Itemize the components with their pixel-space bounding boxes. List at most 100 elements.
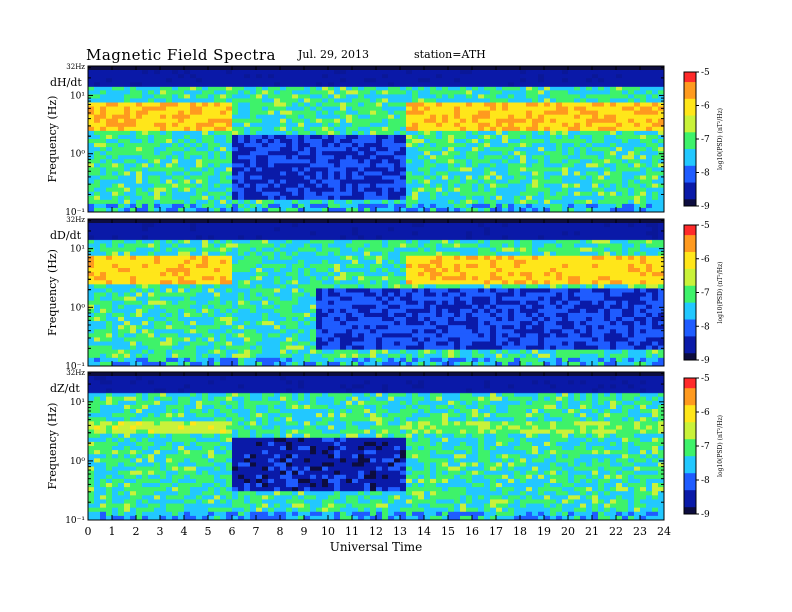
psd-cell bbox=[142, 143, 149, 148]
psd-cell bbox=[346, 114, 353, 120]
psd-cell bbox=[346, 130, 353, 136]
psd-cell bbox=[220, 243, 227, 248]
psd-cell bbox=[220, 276, 227, 281]
psd-cell bbox=[604, 179, 611, 185]
psd-cell bbox=[568, 134, 575, 140]
psd-cell bbox=[148, 147, 155, 152]
psd-cell bbox=[388, 183, 395, 189]
psd-cell bbox=[124, 243, 131, 248]
psd-cell bbox=[340, 134, 347, 140]
psd-cell bbox=[142, 268, 149, 273]
psd-cell bbox=[124, 276, 131, 281]
psd-cell bbox=[364, 163, 371, 168]
psd-cell bbox=[190, 122, 197, 128]
psd-cell bbox=[172, 126, 179, 132]
psd-cell bbox=[262, 296, 269, 302]
psd-cell bbox=[172, 163, 179, 168]
psd-cell bbox=[538, 203, 545, 209]
psd-cell bbox=[658, 126, 665, 132]
colorbar-label: log10(PSD) (nT²/Hz) bbox=[717, 108, 724, 170]
psd-cell bbox=[220, 308, 227, 314]
psd-cell bbox=[292, 361, 299, 367]
psd-cell bbox=[646, 187, 653, 193]
psd-cell bbox=[208, 90, 215, 95]
psd-cell bbox=[208, 317, 215, 322]
psd-cell bbox=[316, 163, 323, 168]
psd-cell bbox=[412, 143, 419, 148]
psd-cell bbox=[124, 349, 131, 355]
psd-cell bbox=[616, 98, 623, 103]
psd-cell bbox=[94, 106, 101, 112]
psd-cell bbox=[538, 90, 545, 95]
psd-cell bbox=[412, 159, 419, 164]
psd-cell bbox=[382, 199, 389, 205]
psd-cell bbox=[136, 357, 143, 363]
psd-cell bbox=[160, 276, 167, 281]
psd-cell bbox=[370, 86, 377, 91]
psd-cell bbox=[376, 159, 383, 164]
psd-cell bbox=[340, 187, 347, 193]
psd-cell bbox=[490, 139, 497, 144]
psd-cell bbox=[88, 199, 95, 205]
psd-cell bbox=[562, 207, 569, 213]
psd-cell bbox=[100, 122, 107, 128]
psd-cell bbox=[238, 90, 245, 95]
psd-cell bbox=[490, 155, 497, 160]
psd-cell bbox=[208, 247, 215, 253]
psd-cell bbox=[142, 239, 149, 244]
psd-cell bbox=[142, 147, 149, 152]
psd-cell bbox=[568, 110, 575, 116]
psd-cell bbox=[172, 114, 179, 120]
psd-cell bbox=[346, 110, 353, 116]
psd-cell bbox=[142, 126, 149, 132]
psd-cell bbox=[238, 288, 245, 293]
psd-cell bbox=[172, 98, 179, 103]
psd-cell bbox=[292, 126, 299, 132]
psd-cell bbox=[634, 191, 641, 197]
psd-cell bbox=[160, 207, 167, 213]
psd-cell bbox=[496, 130, 503, 136]
psd-cell bbox=[142, 321, 149, 326]
psd-cell bbox=[166, 114, 173, 120]
psd-cell bbox=[88, 106, 95, 112]
psd-cell bbox=[604, 167, 611, 172]
psd-cell bbox=[634, 199, 641, 205]
psd-cell bbox=[268, 357, 275, 363]
psd-cell bbox=[316, 106, 323, 112]
psd-cell bbox=[274, 195, 281, 201]
psd-cell bbox=[292, 341, 299, 346]
psd-cell bbox=[634, 110, 641, 116]
psd-cell bbox=[400, 90, 407, 95]
psd-cell bbox=[274, 312, 281, 318]
psd-cell bbox=[94, 139, 101, 144]
psd-cell bbox=[466, 118, 473, 124]
psd-cell bbox=[100, 239, 107, 244]
psd-cell bbox=[178, 349, 185, 355]
psd-cell bbox=[250, 98, 257, 103]
psd-cell bbox=[520, 183, 527, 189]
psd-cell bbox=[640, 167, 647, 172]
psd-cell bbox=[304, 175, 311, 180]
psd-cell bbox=[160, 118, 167, 124]
psd-cell bbox=[490, 175, 497, 180]
psd-cell bbox=[658, 94, 665, 99]
psd-cell bbox=[268, 179, 275, 185]
psd-cell bbox=[484, 159, 491, 164]
psd-cell bbox=[232, 130, 239, 136]
psd-cell bbox=[322, 122, 329, 128]
psd-cell bbox=[466, 98, 473, 103]
psd-cell bbox=[160, 341, 167, 346]
psd-cell bbox=[112, 159, 119, 164]
psd-cell bbox=[526, 203, 533, 209]
psd-cell bbox=[598, 139, 605, 144]
psd-cell bbox=[418, 98, 425, 103]
psd-cell bbox=[268, 171, 275, 176]
psd-cell bbox=[610, 203, 617, 209]
psd-cell bbox=[526, 195, 533, 201]
psd-cell bbox=[178, 337, 185, 342]
psd-cell bbox=[256, 183, 263, 189]
psd-cell bbox=[166, 151, 173, 156]
psd-cell bbox=[88, 122, 95, 128]
psd-cell bbox=[184, 199, 191, 205]
